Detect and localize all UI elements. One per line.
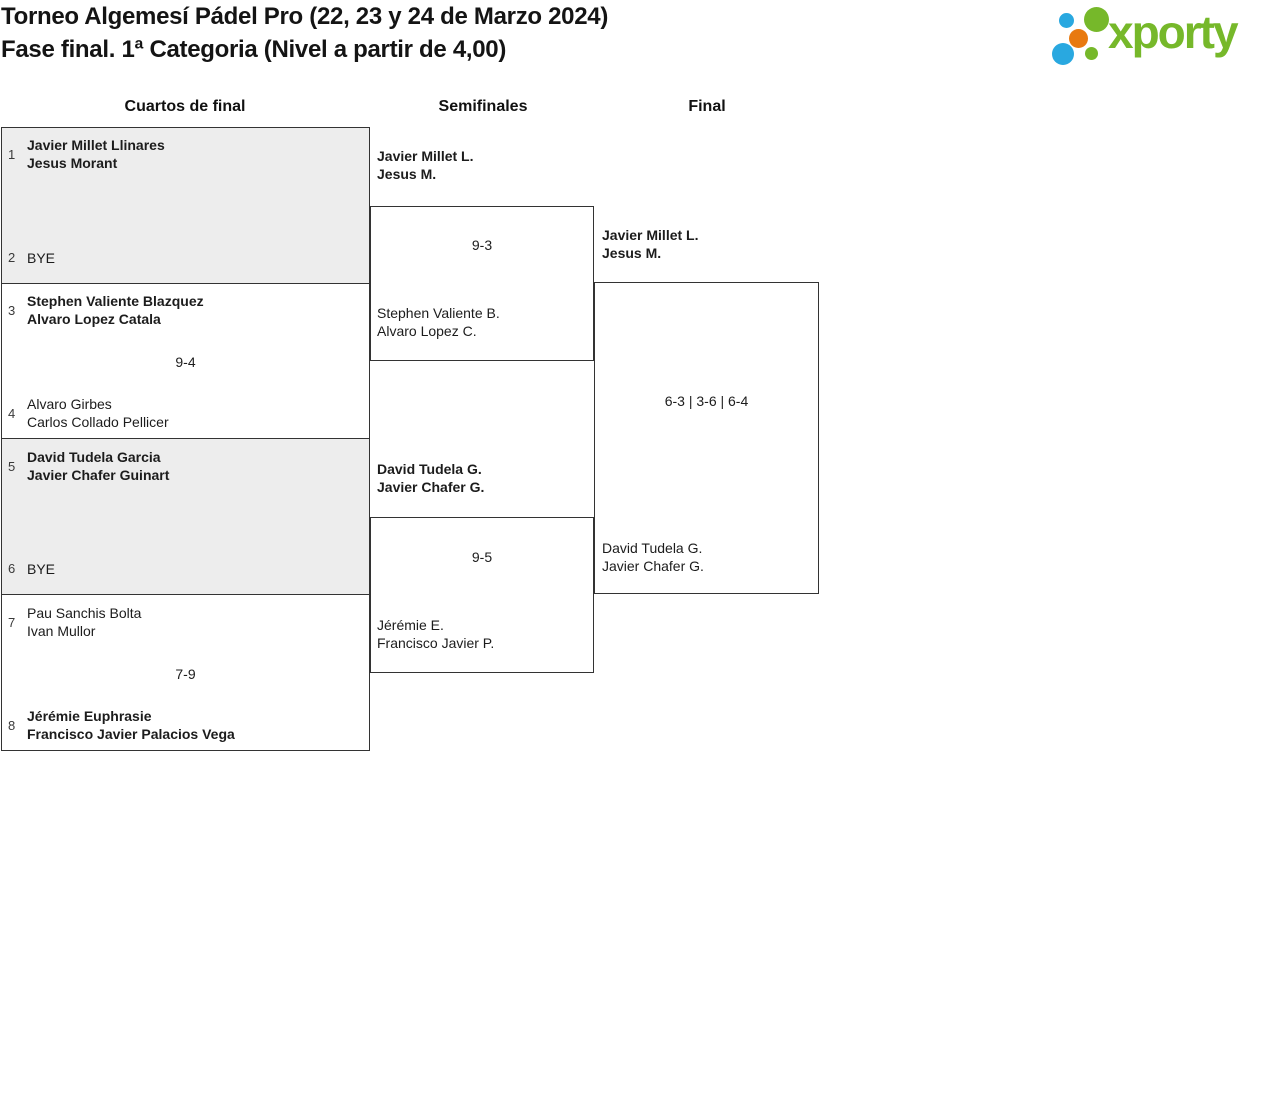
round-header-semifinals: Semifinales <box>438 98 528 115</box>
team-name: Ivan Mullor <box>27 623 96 639</box>
team-name: Javier Chafer Guinart <box>27 467 170 483</box>
team-name: Carlos Collado Pellicer <box>27 414 169 430</box>
team-name: Jesus M. <box>377 166 437 182</box>
logo-dot-green-large-icon <box>1084 7 1109 32</box>
page-title: Torneo Algemesí Pádel Pro (22, 23 y 24 d… <box>1 3 609 30</box>
team-name: David Tudela G. <box>602 540 703 556</box>
seed-number: 3 <box>8 303 16 318</box>
seed-number: 7 <box>8 615 16 630</box>
team-name-bye: BYE <box>27 561 56 577</box>
match-score: 9-4 <box>175 354 196 370</box>
logo-dot-blue-large-icon <box>1052 43 1074 65</box>
team-name: Javier Chafer G. <box>377 479 485 495</box>
seed-number: 2 <box>8 250 16 265</box>
seed-number: 4 <box>8 406 16 421</box>
final-match-box <box>594 282 819 594</box>
team-name: Jesus Morant <box>27 155 118 171</box>
team-name: Alvaro Lopez Catala <box>27 311 161 327</box>
team-name: Alvaro Girbes <box>27 396 112 412</box>
logo-dot-orange-icon <box>1069 29 1088 48</box>
seed-number: 5 <box>8 459 16 474</box>
seed-number: 1 <box>8 147 16 162</box>
seed-number: 6 <box>8 561 16 576</box>
quarterfinal-match-4-box <box>1 594 370 751</box>
team-name: Stephen Valiente Blazquez <box>27 293 204 309</box>
team-name: Javier Millet Llinares <box>27 137 165 153</box>
semifinal-match-1-box <box>370 206 594 361</box>
quarterfinal-match-3-box <box>1 438 370 595</box>
team-name: David Tudela Garcia <box>27 449 161 465</box>
logo-wordmark: xporty <box>1108 6 1239 58</box>
team-name: Pau Sanchis Bolta <box>27 605 142 621</box>
team-name: Jérémie E. <box>377 617 444 633</box>
team-name: Javier Millet L. <box>377 148 474 164</box>
logo-dot-green-small-icon <box>1085 47 1098 60</box>
team-name: David Tudela G. <box>377 461 482 477</box>
round-header-final: Final <box>688 98 726 115</box>
team-name: Alvaro Lopez C. <box>377 323 477 339</box>
team-name: Javier Chafer G. <box>602 558 704 574</box>
match-score: 9-5 <box>471 549 493 565</box>
team-name: Jérémie Euphrasie <box>27 708 152 724</box>
quarterfinal-match-1-box <box>1 127 370 284</box>
team-name-bye: BYE <box>27 250 56 266</box>
round-header-quarterfinals: Cuartos de final <box>124 98 246 115</box>
match-score: 7-9 <box>175 666 196 682</box>
semifinal-match-2-box <box>370 517 594 673</box>
team-name: Francisco Javier Palacios Vega <box>27 726 235 742</box>
team-name: Stephen Valiente B. <box>377 305 500 321</box>
logo-dot-blue-small-icon <box>1059 13 1074 28</box>
team-name: Francisco Javier P. <box>377 635 495 651</box>
seed-number: 8 <box>8 718 16 733</box>
team-name: Javier Millet L. <box>602 227 699 243</box>
page-subtitle: Fase final. 1ª Categoria (Nivel a partir… <box>1 36 507 63</box>
match-score: 9-3 <box>471 237 493 253</box>
team-name: Jesus M. <box>602 245 662 261</box>
match-score: 6-3 | 3-6 | 6-4 <box>664 393 749 409</box>
